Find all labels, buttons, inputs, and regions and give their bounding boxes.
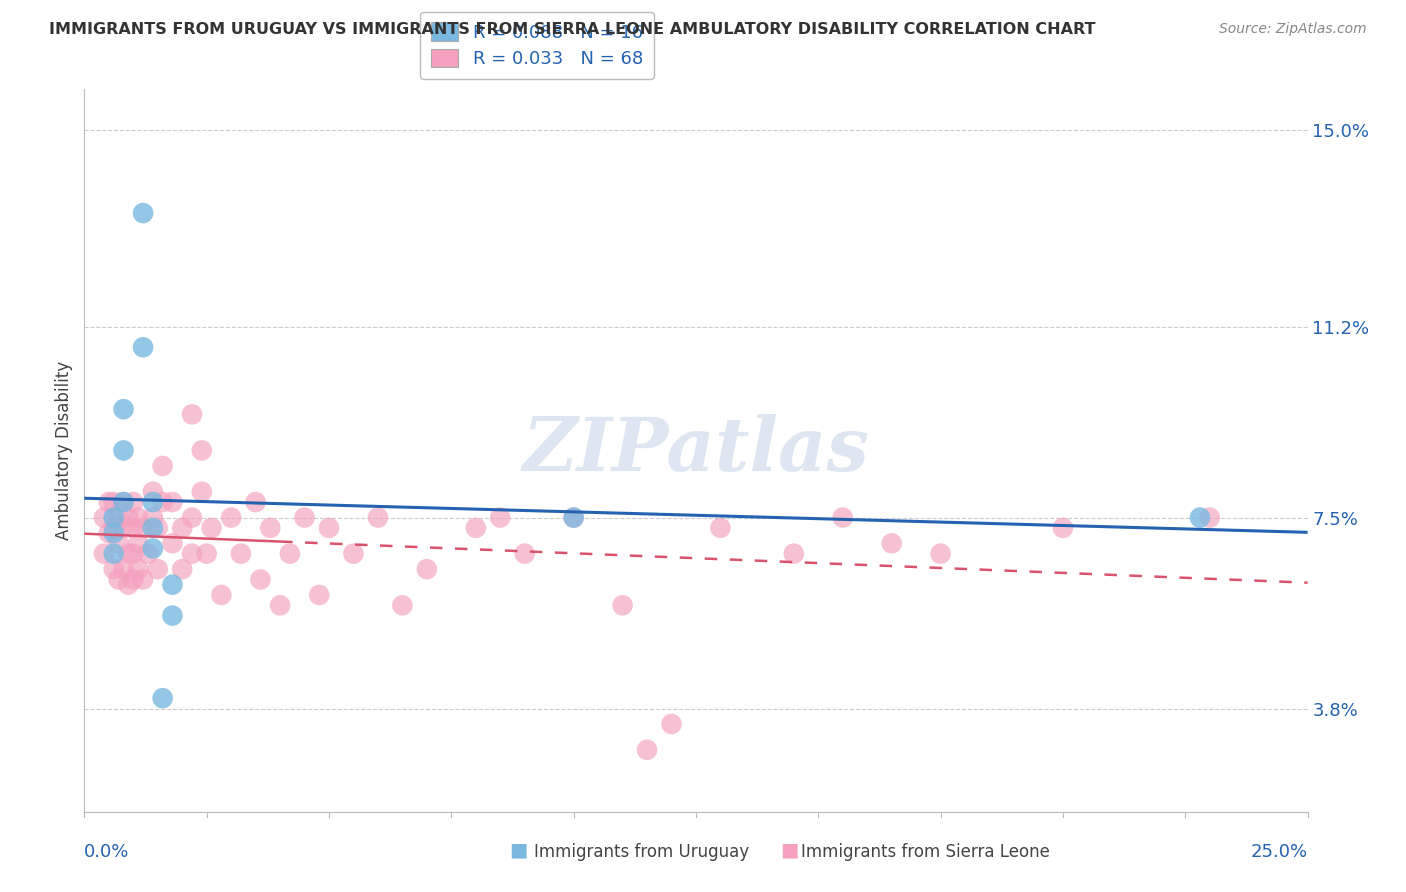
Point	[489, 510, 512, 524]
Text: Immigrants from Uruguay: Immigrants from Uruguay	[534, 843, 749, 861]
Point	[229, 547, 252, 561]
Text: IMMIGRANTS FROM URUGUAY VS IMMIGRANTS FROM SIERRA LEONE AMBULATORY DISABILITY CO: IMMIGRANTS FROM URUGUAY VS IMMIGRANTS FR…	[49, 22, 1095, 37]
Point	[146, 521, 169, 535]
Point	[112, 521, 135, 535]
Point	[122, 495, 145, 509]
Point	[112, 402, 135, 417]
Point	[172, 521, 194, 535]
Point	[181, 547, 204, 561]
Point	[117, 547, 139, 561]
Point	[1188, 510, 1211, 524]
Point	[103, 526, 125, 541]
Point	[318, 521, 340, 535]
Point	[142, 541, 165, 556]
Point	[513, 547, 536, 561]
Point	[929, 547, 952, 561]
Point	[142, 484, 165, 499]
Point	[97, 495, 120, 509]
Text: ZIPatlas: ZIPatlas	[523, 414, 869, 487]
Point	[191, 484, 214, 499]
Point	[112, 495, 135, 509]
Point	[146, 562, 169, 576]
Point	[278, 547, 301, 561]
Point	[122, 547, 145, 561]
Point	[162, 536, 184, 550]
Point	[416, 562, 439, 576]
Point	[122, 521, 145, 535]
Point	[107, 573, 129, 587]
Point	[831, 510, 853, 524]
Point	[107, 510, 129, 524]
Point	[103, 562, 125, 576]
Point	[709, 521, 731, 535]
Text: ■: ■	[780, 840, 799, 859]
Point	[562, 510, 585, 524]
Point	[269, 599, 291, 613]
Text: Source: ZipAtlas.com: Source: ZipAtlas.com	[1219, 22, 1367, 37]
Point	[103, 547, 125, 561]
Point	[181, 510, 204, 524]
Point	[112, 443, 135, 458]
Point	[142, 521, 165, 535]
Point	[142, 495, 165, 509]
Point	[783, 547, 806, 561]
Point	[103, 495, 125, 509]
Point	[367, 510, 389, 524]
Y-axis label: Ambulatory Disability: Ambulatory Disability	[55, 361, 73, 540]
Point	[127, 510, 149, 524]
Point	[172, 562, 194, 576]
Point	[142, 510, 165, 524]
Legend: R = 0.088   N = 16, R = 0.033   N = 68: R = 0.088 N = 16, R = 0.033 N = 68	[420, 12, 654, 79]
Point	[117, 510, 139, 524]
Point	[132, 521, 155, 535]
Point	[219, 510, 242, 524]
Point	[162, 577, 184, 591]
Point	[152, 495, 174, 509]
Point	[200, 521, 222, 535]
Point	[112, 495, 135, 509]
Point	[245, 495, 267, 509]
Point	[880, 536, 903, 550]
Point	[93, 547, 115, 561]
Point	[97, 526, 120, 541]
Point	[612, 599, 634, 613]
Text: 0.0%: 0.0%	[84, 843, 129, 861]
Point	[132, 206, 155, 220]
Point	[117, 577, 139, 591]
Point	[122, 573, 145, 587]
Point	[107, 536, 129, 550]
Point	[136, 547, 159, 561]
Point	[391, 599, 413, 613]
Point	[132, 573, 155, 587]
Text: 25.0%: 25.0%	[1250, 843, 1308, 861]
Point	[1198, 510, 1220, 524]
Point	[191, 443, 214, 458]
Point	[162, 495, 184, 509]
Point	[152, 691, 174, 706]
Point	[103, 521, 125, 535]
Point	[1052, 521, 1074, 535]
Text: Immigrants from Sierra Leone: Immigrants from Sierra Leone	[801, 843, 1050, 861]
Point	[636, 743, 658, 757]
Point	[294, 510, 316, 524]
Point	[308, 588, 330, 602]
Point	[661, 717, 683, 731]
Point	[132, 340, 155, 354]
Point	[259, 521, 281, 535]
Text: ■: ■	[509, 840, 527, 859]
Point	[195, 547, 218, 561]
Point	[562, 510, 585, 524]
Point	[152, 458, 174, 473]
Point	[112, 562, 135, 576]
Point	[181, 407, 204, 422]
Point	[127, 562, 149, 576]
Point	[103, 510, 125, 524]
Point	[162, 608, 184, 623]
Point	[249, 573, 271, 587]
Point	[93, 510, 115, 524]
Point	[342, 547, 364, 561]
Point	[209, 588, 232, 602]
Point	[127, 536, 149, 550]
Point	[464, 521, 486, 535]
